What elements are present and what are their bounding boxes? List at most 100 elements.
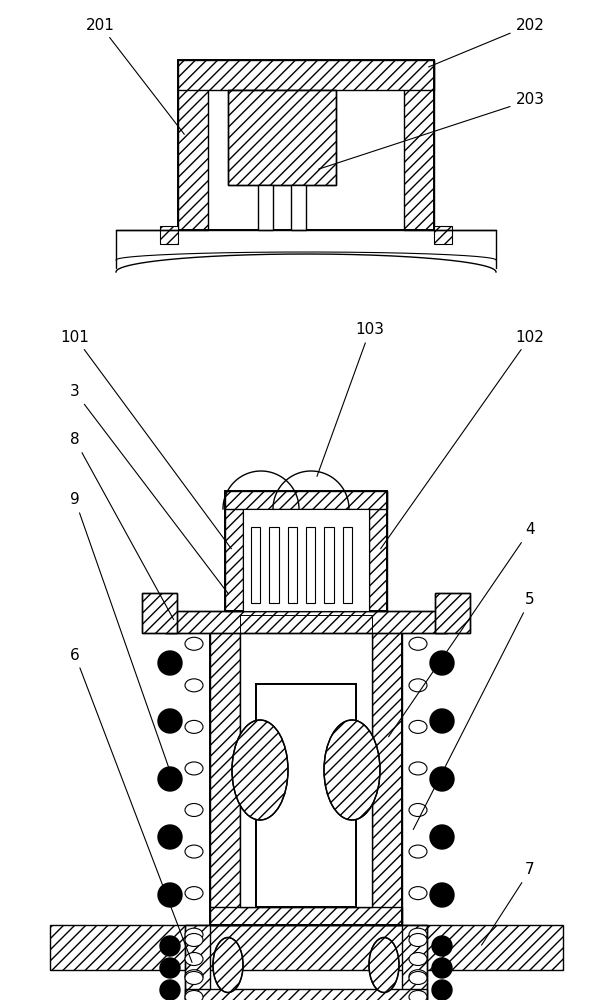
Circle shape: [432, 958, 452, 978]
Ellipse shape: [409, 804, 427, 816]
Circle shape: [160, 980, 180, 1000]
Bar: [256, 684, 356, 907]
Circle shape: [430, 825, 454, 849]
Ellipse shape: [185, 972, 203, 984]
Bar: [185, 925, 427, 1000]
Bar: [225, 491, 387, 509]
Ellipse shape: [232, 720, 288, 820]
Bar: [225, 491, 243, 611]
Bar: [240, 615, 372, 907]
Ellipse shape: [185, 970, 203, 983]
Ellipse shape: [324, 720, 380, 820]
Ellipse shape: [185, 952, 203, 966]
Text: 6: 6: [70, 648, 192, 962]
Ellipse shape: [409, 970, 427, 983]
Bar: [434, 226, 452, 244]
Bar: [210, 615, 240, 925]
Text: 102: 102: [381, 330, 544, 549]
Text: 7: 7: [481, 862, 535, 945]
Bar: [369, 491, 387, 611]
Text: 201: 201: [86, 17, 185, 134]
Circle shape: [158, 709, 182, 733]
Text: 8: 8: [70, 432, 173, 620]
Bar: [243, 509, 369, 611]
Circle shape: [430, 651, 454, 675]
Bar: [165, 611, 447, 633]
Bar: [402, 925, 427, 1000]
Bar: [256, 684, 356, 907]
Bar: [324, 526, 333, 603]
Circle shape: [432, 980, 452, 1000]
Ellipse shape: [185, 934, 203, 946]
Text: 103: 103: [317, 322, 384, 476]
Bar: [251, 526, 260, 603]
Bar: [228, 90, 336, 185]
Circle shape: [160, 936, 180, 956]
Circle shape: [158, 651, 182, 675]
Ellipse shape: [409, 720, 427, 733]
Text: 203: 203: [319, 93, 544, 169]
Ellipse shape: [185, 679, 203, 692]
Ellipse shape: [185, 845, 203, 858]
Bar: [343, 526, 352, 603]
Circle shape: [158, 883, 182, 907]
Ellipse shape: [185, 804, 203, 816]
Bar: [435, 593, 470, 633]
Ellipse shape: [185, 637, 203, 650]
Bar: [210, 907, 402, 925]
Bar: [160, 226, 178, 244]
Bar: [142, 593, 177, 633]
Bar: [165, 611, 447, 633]
Ellipse shape: [185, 720, 203, 733]
Ellipse shape: [185, 928, 203, 941]
Bar: [269, 526, 278, 603]
Circle shape: [432, 936, 452, 956]
Bar: [287, 526, 297, 603]
Text: 4: 4: [389, 522, 535, 737]
Bar: [178, 60, 434, 230]
Circle shape: [430, 767, 454, 791]
Bar: [291, 185, 306, 230]
Ellipse shape: [409, 845, 427, 858]
Ellipse shape: [185, 990, 203, 1000]
Text: 3: 3: [70, 384, 228, 594]
Bar: [258, 185, 273, 230]
Circle shape: [430, 709, 454, 733]
Ellipse shape: [409, 762, 427, 775]
Circle shape: [160, 958, 180, 978]
Bar: [210, 615, 402, 925]
Bar: [225, 491, 387, 611]
Ellipse shape: [409, 934, 427, 946]
Text: 101: 101: [61, 330, 231, 549]
Bar: [178, 60, 208, 230]
Ellipse shape: [409, 637, 427, 650]
Ellipse shape: [369, 938, 399, 992]
Bar: [228, 90, 336, 185]
Ellipse shape: [409, 679, 427, 692]
Bar: [50, 925, 563, 970]
Text: 9: 9: [70, 492, 174, 783]
Bar: [142, 593, 177, 633]
Ellipse shape: [213, 938, 243, 992]
Bar: [356, 615, 372, 907]
Ellipse shape: [409, 990, 427, 1000]
Ellipse shape: [409, 952, 427, 966]
Ellipse shape: [409, 972, 427, 984]
Ellipse shape: [185, 887, 203, 900]
Bar: [306, 526, 315, 603]
Bar: [185, 989, 427, 1000]
Bar: [178, 60, 434, 90]
Circle shape: [158, 767, 182, 791]
Bar: [240, 615, 256, 907]
Bar: [435, 593, 470, 633]
Ellipse shape: [409, 887, 427, 900]
Circle shape: [158, 825, 182, 849]
Ellipse shape: [409, 928, 427, 941]
Bar: [404, 60, 434, 230]
Bar: [372, 615, 402, 925]
Text: 202: 202: [428, 17, 544, 67]
Bar: [185, 925, 210, 1000]
Circle shape: [430, 883, 454, 907]
Bar: [240, 615, 372, 907]
Ellipse shape: [185, 762, 203, 775]
